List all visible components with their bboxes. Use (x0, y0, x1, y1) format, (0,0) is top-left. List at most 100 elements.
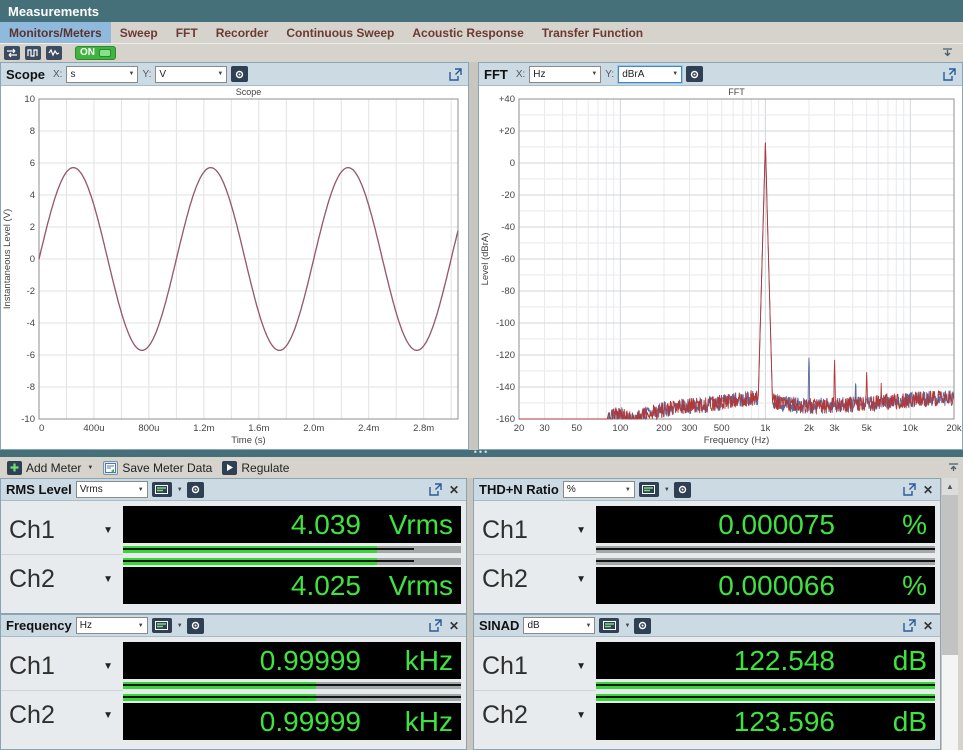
fft-popout-icon[interactable] (942, 67, 957, 82)
meter-close-icon[interactable]: ✕ (921, 482, 935, 497)
scope-chart[interactable]: Scope1086420-2-4-6-8-100400u800u1.2m1.6m… (1, 86, 468, 449)
svg-text:800u: 800u (138, 423, 159, 434)
meter-style-icon[interactable] (639, 482, 659, 497)
meter-settings-icon[interactable] (674, 482, 691, 498)
meter-close-icon[interactable]: ✕ (447, 618, 461, 633)
save-meter-data-button[interactable]: Save Meter Data (100, 458, 215, 477)
channel-selector-ch2[interactable]: Ch2▼ (1, 691, 123, 740)
scope-x-unit-dropdown[interactable]: s▼ (66, 66, 138, 83)
channel-selector-ch2[interactable]: Ch2 ▼ (474, 691, 596, 740)
scroll-up-icon[interactable]: ▲ (942, 478, 958, 495)
meter-value: 0.000066 (718, 570, 835, 602)
meter-style-icon[interactable] (599, 618, 619, 633)
generator-icon[interactable] (25, 46, 41, 60)
meter-unit-dropdown[interactable]: Hz▼ (76, 617, 148, 634)
fft-panel: FFT X: Hz▼ Y: dBrA▼ FFT+40+200-20-40-60-… (478, 62, 963, 450)
auto-hide-pin-icon[interactable] (942, 44, 953, 62)
channel-selector-ch1[interactable]: Ch1▼ (1, 506, 123, 555)
channel-name: Ch2 (9, 565, 55, 594)
collapse-panel-icon[interactable] (948, 461, 959, 475)
chevron-down-icon: ▼ (103, 525, 113, 536)
svg-text:0: 0 (510, 158, 515, 169)
meter-popout-icon[interactable] (902, 618, 917, 633)
meter-settings-icon[interactable] (187, 482, 204, 498)
meter-unit-dropdown[interactable]: Vrms▼ (76, 481, 148, 498)
meter-style-icon[interactable] (152, 618, 172, 633)
meter-popout-icon[interactable] (428, 482, 443, 497)
output-on-toggle[interactable]: ON (75, 46, 116, 60)
fft-panel-header: FFT X: Hz▼ Y: dBrA▼ (479, 63, 962, 86)
tab-monitors-meters[interactable]: Monitors/Meters (0, 22, 111, 43)
save-icon (103, 461, 118, 475)
channel-selector-ch2[interactable]: Ch2▼ (1, 555, 123, 604)
fft-y-unit-dropdown[interactable]: dBrA▼ (618, 66, 682, 83)
channel-selector-ch1[interactable]: Ch1▼ (1, 642, 123, 691)
scope-popout-icon[interactable] (448, 67, 463, 82)
tab-transfer-function[interactable]: Transfer Function (533, 22, 652, 43)
meter-display-ch1: 122.548dB (596, 642, 935, 679)
svg-text:-120: -120 (496, 350, 515, 361)
meter-display-ch1: 4.039Vrms (123, 506, 461, 543)
channel-name: Ch1 (482, 516, 528, 545)
fft-x-unit-dropdown[interactable]: Hz▼ (529, 66, 601, 83)
fft-settings-icon[interactable] (686, 66, 703, 82)
meter-value: 4.039 (291, 509, 361, 541)
meter-style-icon[interactable] (152, 482, 172, 497)
monitor-icon[interactable] (46, 46, 62, 60)
channel-selector-ch2[interactable]: Ch2▼ (474, 555, 596, 604)
meter-unit-dropdown[interactable]: %▼ (563, 481, 635, 498)
scope-y-unit-dropdown[interactable]: V▼ (155, 66, 227, 83)
level-bar-ch1 (123, 543, 461, 555)
regulate-button[interactable]: Regulate (219, 458, 292, 477)
level-bar-ch1 (123, 679, 461, 691)
scrollbar-thumb[interactable] (942, 495, 958, 655)
svg-text:-6: -6 (27, 350, 35, 361)
chevron-down-icon: ▼ (576, 661, 586, 672)
add-meter-dropdown-icon[interactable]: ▼ (87, 465, 93, 471)
channel-selector-ch1[interactable]: Ch1▼ (474, 642, 596, 691)
svg-text:30: 30 (539, 423, 550, 434)
measurement-tabs: Monitors/MetersSweepFFTRecorderContinuou… (0, 22, 963, 44)
meter-unit: dB (835, 706, 927, 738)
meter-style-dropdown-icon[interactable]: ▼ (664, 487, 670, 493)
tab-sweep[interactable]: Sweep (111, 22, 167, 43)
meter-close-icon[interactable]: ✕ (921, 618, 935, 633)
scope-settings-icon[interactable] (231, 66, 248, 82)
tab-fft[interactable]: FFT (167, 22, 207, 43)
channel-name: Ch2 (482, 701, 528, 730)
level-bar-ch2 (123, 555, 461, 567)
fft-chart[interactable]: FFT+40+200-20-40-60-80-100-120-140-16020… (479, 86, 962, 449)
meter-header: RMS LevelVrms▼▼✕ (1, 479, 466, 501)
meter-title: THD+N Ratio (479, 482, 559, 497)
channel-selector-ch1[interactable]: Ch1▼ (474, 506, 596, 555)
scope-panel: Scope X: s▼ Y: V▼ Scope1086420-2-4-6-8-1… (0, 62, 469, 450)
meter-unit-dropdown[interactable]: dB▼ (523, 617, 595, 634)
meter-column-divider[interactable] (467, 478, 473, 750)
meter-style-dropdown-icon[interactable]: ▼ (177, 623, 183, 629)
meter-popout-icon[interactable] (902, 482, 917, 497)
vertical-splitter[interactable] (469, 62, 478, 450)
meter-body: Ch1▼0.99999kHzCh2▼0.99999kHz (1, 637, 466, 749)
meter-settings-icon[interactable] (187, 618, 204, 634)
meter-title: Frequency (6, 618, 72, 633)
tab-acoustic-response[interactable]: Acoustic Response (403, 22, 532, 43)
splitter-grip-icon: ••• (474, 451, 489, 454)
meter-close-icon[interactable]: ✕ (447, 482, 461, 497)
meter-style-dropdown-icon[interactable]: ▼ (177, 487, 183, 493)
meter-settings-icon[interactable] (634, 618, 651, 634)
tab-continuous-sweep[interactable]: Continuous Sweep (277, 22, 403, 43)
meter-style-dropdown-icon[interactable]: ▼ (624, 623, 630, 629)
chevron-down-icon: ▼ (576, 710, 586, 721)
tab-recorder[interactable]: Recorder (207, 22, 278, 43)
meter-popout-icon[interactable] (428, 618, 443, 633)
add-meter-button[interactable]: Add Meter ▼ (4, 458, 96, 477)
level-bar-ch2 (596, 555, 935, 567)
meter-toolbar: Add Meter ▼ Save Meter Data Regulate (0, 457, 963, 478)
meters-scrollbar[interactable]: ▲ (941, 478, 958, 750)
meter-value: 122.548 (734, 645, 835, 677)
title-bar: Measurements (0, 0, 963, 22)
signal-path-icon[interactable] (4, 46, 20, 60)
horizontal-splitter[interactable]: ••• (0, 450, 963, 457)
level-bar-ch1 (596, 679, 935, 691)
svg-text:20: 20 (514, 423, 525, 434)
